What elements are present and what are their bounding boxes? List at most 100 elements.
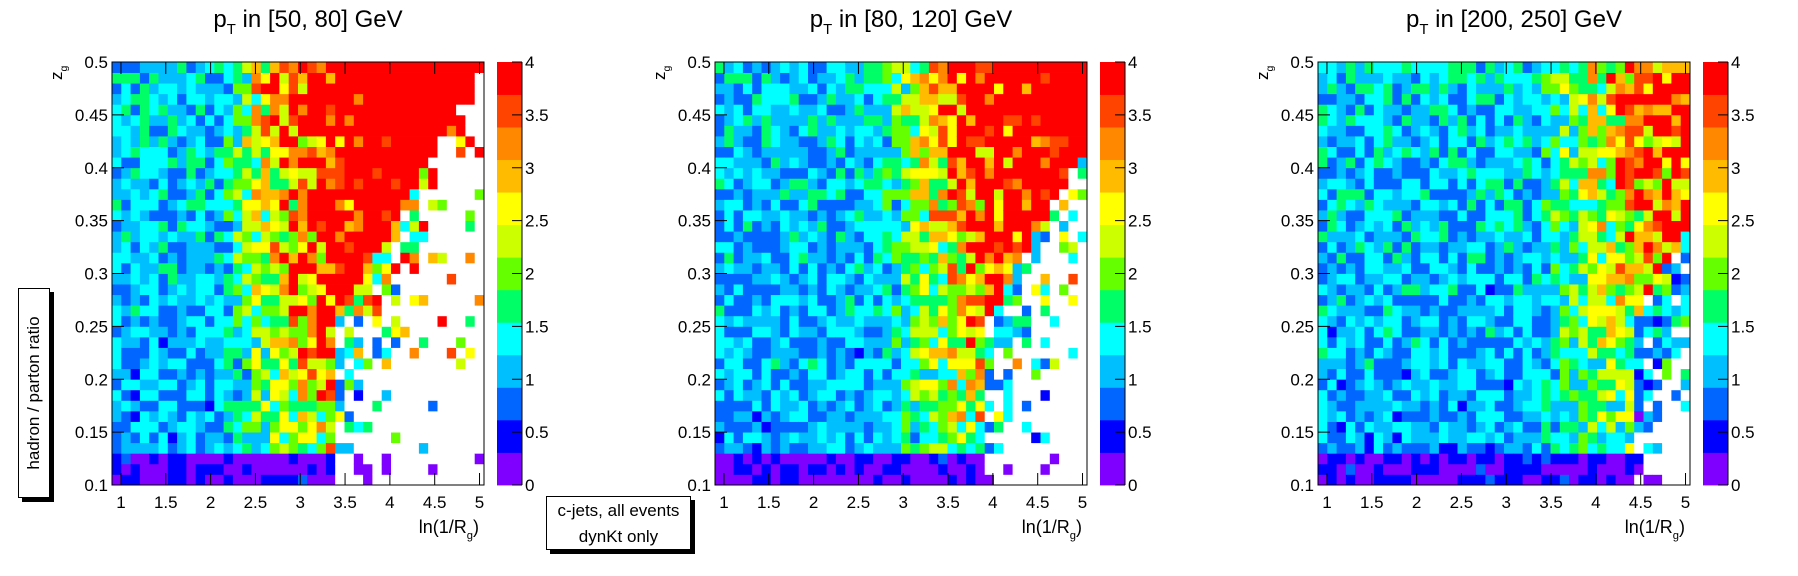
heatmap-bin [288, 432, 299, 444]
heatmap-bin [826, 347, 837, 359]
heatmap-bin [437, 93, 448, 105]
heatmap-bin [381, 336, 392, 348]
heatmap-bin [400, 463, 410, 475]
heatmap-bin [761, 305, 772, 317]
heatmap-bin [270, 72, 280, 84]
heatmap-bin [1466, 262, 1477, 274]
heatmap-bin [817, 442, 827, 454]
heatmap-bin [1411, 72, 1421, 84]
heatmap-bin [223, 273, 234, 285]
heatmap-bin [1494, 315, 1505, 327]
heatmap-bin [724, 157, 734, 169]
heatmap-bin [344, 252, 355, 264]
colorbar-cell [1100, 62, 1125, 95]
heatmap-bin [1643, 410, 1654, 422]
heatmap-bin [1031, 136, 1041, 147]
heatmap-bin [298, 231, 308, 243]
heatmap-bin [1003, 389, 1013, 401]
heatmap-bin [298, 167, 308, 179]
heatmap-bin [1643, 262, 1654, 274]
heatmap-bin [826, 199, 837, 211]
heatmap-bin [1662, 453, 1672, 465]
heatmap-bin [1364, 463, 1375, 475]
heatmap-bin [835, 410, 846, 422]
heatmap-bin [409, 252, 420, 264]
heatmap-bin [195, 368, 206, 380]
heatmap-bin [1643, 199, 1654, 211]
heatmap-bin [335, 93, 345, 105]
heatmap-bin [195, 432, 206, 444]
heatmap-bin [307, 125, 317, 137]
heatmap-bin [409, 104, 420, 116]
heatmap-bin [158, 93, 169, 105]
heatmap-bin [1383, 474, 1393, 486]
heatmap-bin [1615, 336, 1626, 348]
heatmap-bin [984, 262, 995, 274]
heatmap-bin [270, 93, 280, 105]
heatmap-bin [984, 252, 995, 264]
heatmap-bin [891, 231, 902, 243]
heatmap-bin [177, 62, 187, 73]
heatmap-bin [288, 252, 299, 264]
heatmap-bin [1420, 368, 1430, 380]
heatmap-bin [1466, 284, 1477, 296]
heatmap-bin [882, 220, 893, 232]
heatmap-bin [901, 157, 911, 169]
heatmap-bin [715, 347, 725, 359]
heatmap-bin [854, 315, 865, 327]
heatmap-bin [298, 400, 308, 412]
heatmap-bin [372, 284, 383, 296]
heatmap-bin [910, 410, 920, 422]
heatmap-bin [1652, 432, 1663, 444]
heatmap-bin [1373, 178, 1384, 190]
heatmap-bin [223, 104, 234, 116]
heatmap-bin [409, 188, 420, 200]
heatmap-bin [928, 421, 939, 433]
heatmap-bin [1643, 93, 1654, 105]
heatmap-bin [835, 72, 846, 84]
heatmap-bin [1652, 72, 1663, 84]
colorbar-cell [497, 354, 522, 388]
heatmap-bin [344, 136, 355, 147]
heatmap-bin [1031, 421, 1041, 433]
heatmap-bin [1522, 157, 1533, 169]
heatmap-bin [975, 315, 986, 327]
heatmap-bin [826, 93, 837, 105]
heatmap-bin [863, 167, 874, 179]
heatmap-bin [372, 104, 383, 116]
heatmap-bin [316, 389, 327, 401]
heatmap-bin [214, 305, 224, 317]
heatmap-bin [205, 252, 215, 264]
heatmap-bin [363, 347, 373, 359]
heatmap-bin [1373, 284, 1384, 296]
heatmap-bin [1615, 389, 1626, 401]
heatmap-bin [1429, 231, 1440, 243]
heatmap-bin [882, 262, 893, 274]
heatmap-bin [1040, 231, 1051, 243]
heatmap-bin [1411, 358, 1421, 370]
heatmap-bin [733, 178, 744, 190]
heatmap-bin [1476, 358, 1486, 370]
heatmap-bin [808, 336, 818, 348]
heatmap-bin [808, 442, 818, 454]
heatmap-bin [205, 442, 215, 454]
heatmap-bin [1494, 83, 1505, 95]
heatmap-bin [808, 252, 818, 264]
heatmap-bin [1671, 326, 1682, 338]
heatmap-bin [1021, 210, 1032, 222]
heatmap-bin [260, 379, 271, 391]
heatmap-bin [1578, 326, 1589, 338]
heatmap-bin [1040, 315, 1051, 327]
heatmap-bin [994, 273, 1004, 285]
heatmap-bin [1643, 326, 1654, 338]
heatmap-bin [1021, 241, 1032, 253]
heatmap-bin [465, 199, 476, 211]
heatmap-bin [446, 284, 457, 296]
heatmap-bin [1559, 188, 1570, 200]
heatmap-bin [335, 231, 345, 243]
heatmap-bin [121, 241, 131, 253]
heatmap-bin [381, 421, 392, 433]
heatmap-bin [344, 358, 355, 370]
heatmap-bin [873, 93, 883, 105]
heatmap-bin [956, 400, 967, 412]
